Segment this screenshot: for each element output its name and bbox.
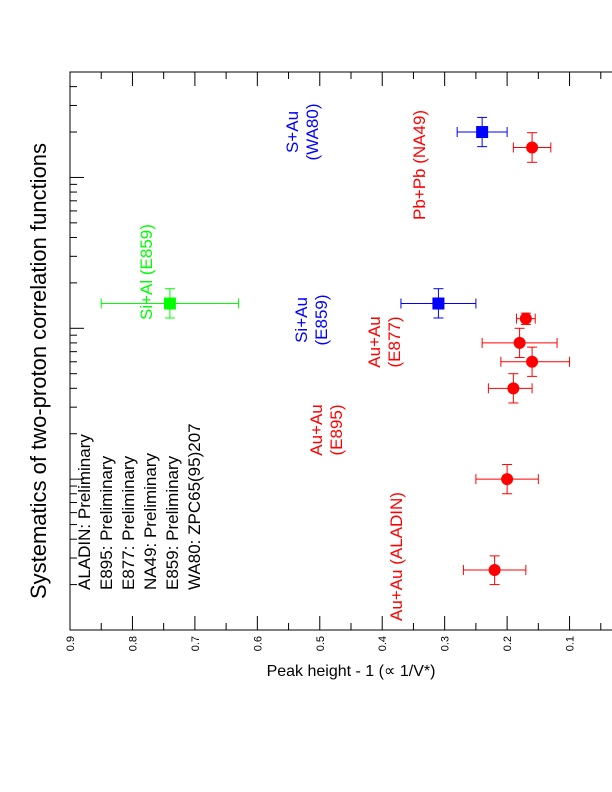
point-label: Au+Au [365,316,384,368]
point-label: S+Au [283,111,302,153]
legend-line: ALADIN: Preliminary [75,434,94,590]
y-tick-label: 0.7 [190,636,202,651]
chart-title: Systematics of two-proton correlation fu… [26,143,51,599]
point-label: Au+Au (ALADIN) [387,492,406,621]
data-point-square [432,297,445,310]
point-label: (E895) [327,404,346,455]
point-label: Si+Au [292,297,311,343]
legend-line: E877: Preliminary [119,455,138,590]
y-tick-label: 0.2 [502,636,514,651]
point-label: Au+Au [307,404,326,456]
data-point-square [163,297,176,310]
legend-line: E895: Preliminary [97,455,116,590]
data-point-circle [526,141,539,154]
y-axis-label: Peak height - 1 (∝ 1/V*) [267,663,436,680]
y-tick-label: 0.3 [440,636,452,651]
data-point-circle [507,382,520,395]
data-point-square [476,126,489,139]
data-point-circle [501,473,514,486]
y-tick-label: 0.8 [127,636,139,651]
legend-line: E859: Preliminary [163,455,182,590]
y-tick-label: 0.4 [377,636,389,651]
y-tick-label: 0.1 [565,636,577,651]
point-label: Pb+Pb (NA49) [410,110,429,220]
data-point-circle [488,563,501,576]
point-label: (WA80) [303,104,322,161]
data-point-circle [526,355,539,368]
data-point-circle [519,312,532,325]
data-point-circle [513,336,526,349]
legend-line: NA49: Preliminary [141,453,160,590]
y-tick-label: 0.6 [252,636,264,651]
legend-line: WA80: ZPC65(95)207 [185,423,204,590]
y-tick-label: 0.5 [315,636,327,651]
point-label: (E877) [385,316,404,367]
point-label: (E859) [312,294,331,345]
point-label: Si+Al (E859) [137,224,156,320]
y-tick-label: 0.9 [65,636,77,651]
